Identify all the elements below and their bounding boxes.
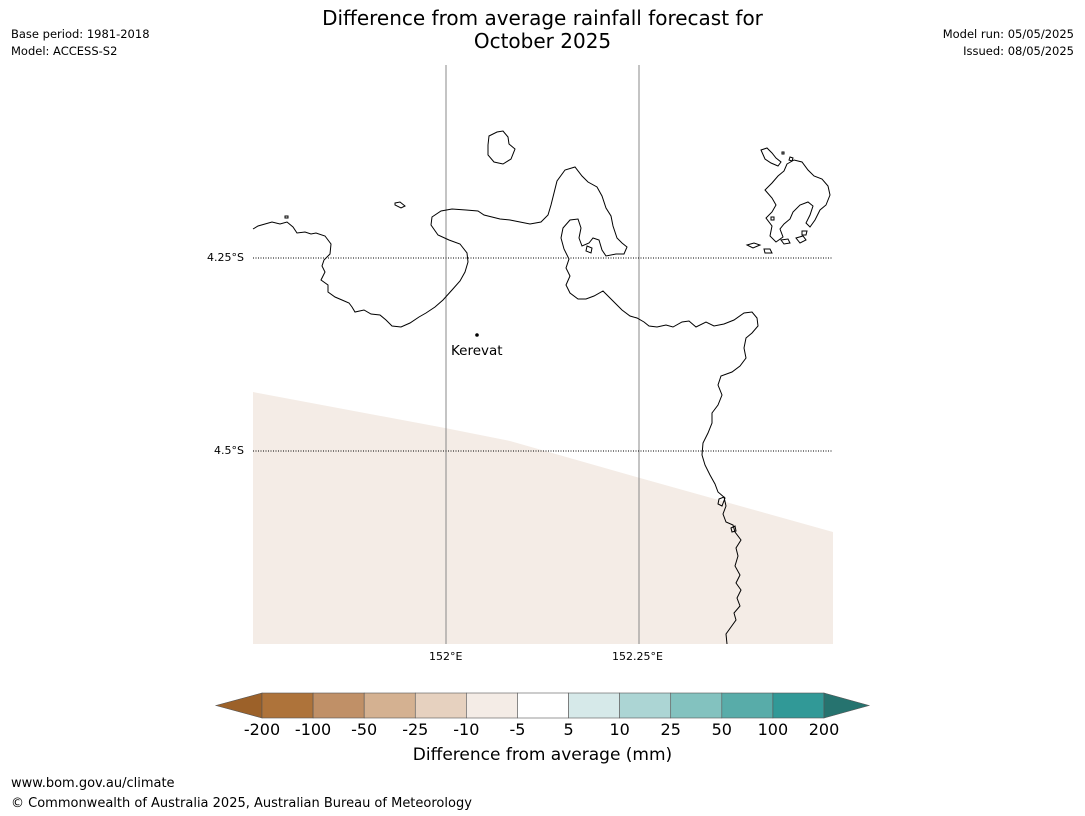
kerevat-marker — [475, 333, 479, 337]
colorbar-tick-label: 100 — [757, 720, 789, 739]
colorbar-label: Difference from average (mm) — [412, 745, 673, 765]
colorbar-swatch — [363, 692, 416, 719]
colorbar-extend-high — [823, 692, 871, 719]
colorbar-swatch — [568, 692, 620, 719]
colorbar-extend-low — [214, 692, 263, 719]
islet-a — [284, 215, 289, 219]
base-period: Base period: 1981-2018 — [11, 27, 150, 41]
colorbar-tick-label: 10 — [609, 720, 630, 739]
islet-west — [394, 201, 406, 209]
colorbar-swatch — [414, 692, 467, 719]
place-label-kerevat: Kerevat — [451, 343, 503, 359]
chart-title: Difference from average rainfall forecas… — [0, 7, 1085, 53]
colorbar-tick-label: -50 — [351, 720, 378, 739]
islands-northeast — [730, 147, 831, 533]
graticule — [253, 65, 833, 644]
colorbar-swatch — [721, 692, 774, 719]
colorbar-swatch — [772, 692, 825, 719]
lat-label-4-5: 4.5°S — [214, 444, 244, 457]
colorbar-swatch — [517, 692, 569, 719]
colorbar-tick-label: -25 — [402, 720, 429, 739]
colorbar-tick-label: -100 — [294, 720, 332, 739]
colorbar-swatch — [261, 692, 314, 719]
colorbar-tick-label: 5 — [563, 720, 574, 739]
colorbar-swatch — [670, 692, 723, 719]
island-north — [487, 130, 516, 165]
colorbar-swatch — [312, 692, 365, 719]
forecast-region — [253, 392, 833, 644]
meta-right: Model run: 05/05/2025 Issued: 08/05/2025 — [943, 26, 1074, 60]
model-run: Model run: 05/05/2025 — [942, 27, 1074, 41]
footer-copyright: © Commonwealth of Australia 2025, Austra… — [11, 796, 472, 811]
coastline-main — [252, 166, 759, 645]
model-name: Model: ACCESS-S2 — [11, 44, 118, 58]
meta-left: Base period: 1981-2018 Model: ACCESS-S2 — [11, 26, 150, 60]
title-line-2: October 2025 — [473, 29, 612, 53]
issued-date: Issued: 08/05/2025 — [963, 44, 1074, 58]
lon-label-152-25: 152.25°E — [612, 650, 663, 663]
lat-label-4-25: 4.25°S — [207, 251, 244, 264]
colorbar-tick-label: 50 — [711, 720, 732, 739]
colorbar-swatch — [619, 692, 672, 719]
islet-b — [585, 245, 593, 254]
title-line-1: Difference from average rainfall forecas… — [322, 6, 763, 30]
colorbar-tick-label: 25 — [660, 720, 681, 739]
coastline — [252, 130, 831, 645]
colorbar-swatch — [466, 692, 518, 719]
footer-url[interactable]: www.bom.gov.au/climate — [11, 776, 175, 791]
colorbar-tick-label: -200 — [243, 720, 281, 739]
colorbar-tick-label: 200 — [808, 720, 840, 739]
colorbar-tick-label: -5 — [509, 720, 526, 739]
lon-label-152: 152°E — [429, 650, 463, 663]
colorbar-tick-label: -10 — [453, 720, 480, 739]
